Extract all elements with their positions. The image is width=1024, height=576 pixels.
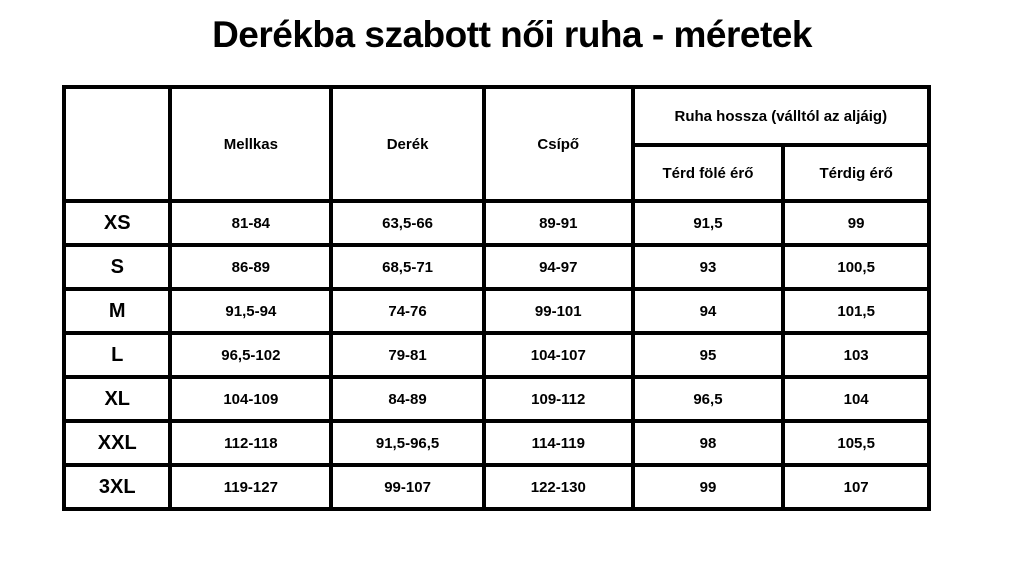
derek-value: 79-81 [329, 331, 486, 379]
terdig-ero-value: 99 [781, 199, 931, 247]
terd-fole-ero-value: 96,5 [630, 375, 786, 423]
mellkas-value: 86-89 [168, 243, 334, 291]
terdig-ero-value: 100,5 [781, 243, 931, 291]
size-label: L [61, 331, 173, 379]
mellkas-value: 104-109 [168, 375, 334, 423]
csipo-value: 109-112 [481, 375, 635, 423]
derek-value: 91,5-96,5 [329, 419, 486, 467]
size-label: M [61, 287, 173, 335]
terdig-ero-value: 105,5 [781, 419, 931, 467]
mellkas-value: 81-84 [168, 199, 334, 247]
terd-fole-ero-value: 95 [630, 331, 786, 379]
size-label: XL [61, 375, 173, 423]
column-header-terd-fole-ero: Térd fölé érő [630, 143, 786, 203]
csipo-value: 99-101 [481, 287, 635, 335]
csipo-value: 104-107 [481, 331, 635, 379]
header-row-top: Mellkas Derék Csípő Ruha hossza (válltól… [61, 85, 932, 203]
mellkas-value: 112-118 [168, 419, 334, 467]
size-label: S [61, 243, 173, 291]
column-header-mellkas: Mellkas [168, 85, 334, 203]
corner-cell [61, 85, 173, 203]
size-label: XS [61, 199, 173, 247]
table-row-xs: XS 81-84 63,5-66 89-91 91,5 99 [61, 199, 931, 247]
mellkas-value: 91,5-94 [168, 287, 334, 335]
derek-value: 63,5-66 [329, 199, 486, 247]
table-header: Mellkas Derék Csípő Ruha hossza (válltól… [61, 85, 932, 203]
page-title: Derékba szabott női ruha - méretek [212, 14, 812, 55]
csipo-value: 114-119 [481, 419, 635, 467]
csipo-value: 122-130 [481, 463, 635, 511]
size-label: XXL [61, 419, 173, 467]
column-header-terdig-ero: Térdig érő [781, 143, 931, 203]
table-row-l: L 96,5-102 79-81 104-107 95 103 [61, 331, 931, 379]
derek-value: 84-89 [329, 375, 486, 423]
derek-value: 99-107 [329, 463, 486, 511]
terd-fole-ero-value: 91,5 [630, 199, 786, 247]
derek-value: 68,5-71 [329, 243, 486, 291]
terdig-ero-value: 107 [781, 463, 931, 511]
mellkas-value: 96,5-102 [168, 331, 334, 379]
mellkas-value: 119-127 [168, 463, 334, 511]
csipo-value: 94-97 [481, 243, 635, 291]
column-group-header-ruha-hossza: Ruha hossza (válltól az aljáig) [630, 85, 932, 147]
terdig-ero-value: 104 [781, 375, 931, 423]
table-row-m: M 91,5-94 74-76 99-101 94 101,5 [61, 287, 931, 335]
terdig-ero-value: 103 [781, 331, 931, 379]
table-row-3xl: 3XL 119-127 99-107 122-130 99 107 [61, 463, 931, 511]
column-header-derek: Derék [329, 85, 486, 203]
header-row-bottom: Térd fölé érő Térdig érő [64, 143, 931, 203]
terd-fole-ero-value: 98 [630, 419, 786, 467]
size-label: 3XL [61, 463, 173, 511]
table-body: XS 81-84 63,5-66 89-91 91,5 99 S 86-89 6… [61, 199, 931, 511]
table-row-s: S 86-89 68,5-71 94-97 93 100,5 [61, 243, 931, 291]
derek-value: 74-76 [329, 287, 486, 335]
column-header-csipo: Csípő [481, 85, 635, 203]
table-row-xl: XL 104-109 84-89 109-112 96,5 104 [61, 375, 931, 423]
terd-fole-ero-value: 94 [630, 287, 786, 335]
size-chart-table: Mellkas Derék Csípő Ruha hossza (válltól… [61, 85, 932, 511]
terd-fole-ero-value: 99 [630, 463, 786, 511]
table-row-xxl: XXL 112-118 91,5-96,5 114-119 98 105,5 [61, 419, 931, 467]
csipo-value: 89-91 [481, 199, 635, 247]
terd-fole-ero-value: 93 [630, 243, 786, 291]
terdig-ero-value: 101,5 [781, 287, 931, 335]
